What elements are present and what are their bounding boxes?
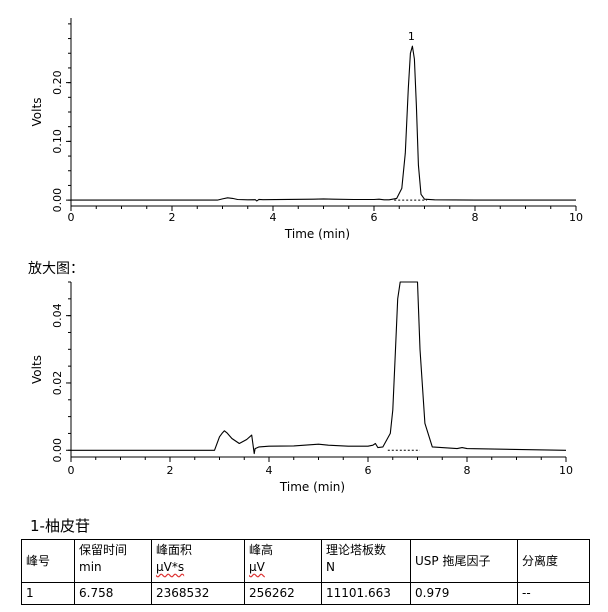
cell-theoretical-plates: 11101.663 [321, 582, 411, 605]
chromatogram-trace [71, 281, 567, 455]
x-tick-label: 0 [68, 211, 75, 224]
header-resolution: 分离度 [517, 539, 590, 583]
x-axis-label: Time (min) [284, 227, 350, 241]
header-peak-height: 峰高 µV [244, 539, 322, 583]
zoomed-chromatogram-chart: 0 2 4 6 8 10 0.00 0.02 0.04 Time (min) Volts [30, 281, 573, 494]
cell-resolution: -- [517, 582, 590, 605]
zoom-section-label: 放大图： [28, 261, 84, 277]
y-tick-label: 0.00 [51, 438, 64, 463]
header-theoretical-plates: 理论塔板数 N [321, 539, 411, 583]
chromatogram-chart: 0 2 4 6 8 10 0.00 0.10 0.20 Time (min) Volts 1 [30, 18, 583, 241]
x-tick-label: 10 [569, 211, 583, 224]
y-tick-label: 0.00 [51, 188, 64, 213]
x-tick-label: 8 [464, 464, 471, 477]
x-tick-label: 2 [169, 211, 176, 224]
table-row: 1 6.758 2368532 256262 11101.663 0.979 -… [21, 582, 590, 605]
cell-peak-no: 1 [21, 582, 75, 605]
x-tick-label: 0 [68, 464, 75, 477]
y-axis-label: Volts [30, 355, 44, 384]
y-tick-label: 0.04 [51, 303, 64, 328]
peak-results-table: 峰号 保留时间 min 峰面积 µV*s 峰高 µV 理论塔板数 N USP 拖尾因子 … [21, 539, 590, 605]
table-header-row: 峰号 保留时间 min 峰面积 µV*s 峰高 µV 理论塔板数 N USP 拖尾因子 … [21, 539, 590, 583]
header-retention-time: 保留时间 min [74, 539, 152, 583]
x-tick-label: 10 [559, 464, 573, 477]
x-tick-label: 6 [365, 464, 372, 477]
cell-usp-tailing: 0.979 [410, 582, 518, 605]
cell-peak-height: 256262 [244, 582, 322, 605]
chromatogram-trace [71, 45, 576, 202]
cell-peak-area: 2368532 [151, 582, 245, 605]
x-tick-label: 4 [266, 464, 273, 477]
y-tick-label: 0.20 [51, 70, 64, 95]
cell-retention-time: 6.758 [74, 582, 152, 605]
header-usp-tailing: USP 拖尾因子 [410, 539, 518, 583]
x-tick-label: 6 [371, 211, 378, 224]
x-tick-label: 8 [472, 211, 479, 224]
y-tick-label: 0.02 [51, 371, 64, 396]
x-axis-label: Time (min) [279, 480, 345, 494]
x-tick-label: 4 [270, 211, 277, 224]
y-tick-label: 0.10 [51, 129, 64, 154]
header-peak-no: 峰号 [21, 539, 75, 583]
compound-label: 1-柚皮苷 [30, 517, 90, 535]
x-tick-label: 2 [167, 464, 174, 477]
y-axis-label: Volts [30, 98, 44, 127]
header-peak-area: 峰面积 µV*s [151, 539, 245, 583]
peak-label: 1 [408, 30, 415, 43]
